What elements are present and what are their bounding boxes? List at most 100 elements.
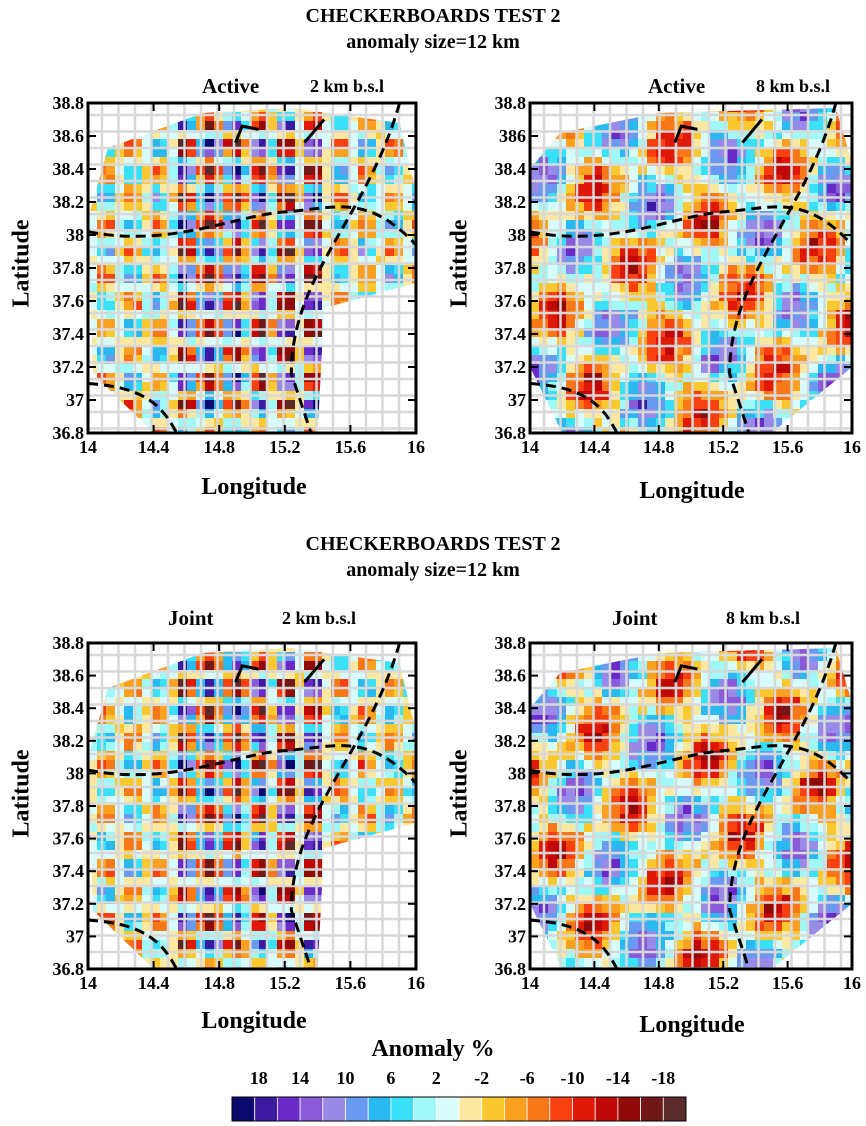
fault-line: [529, 382, 619, 434]
y-tick-label: 37: [508, 390, 526, 410]
anomaly-cell: [845, 265, 852, 275]
anomaly-cell: [241, 364, 251, 374]
anomaly-cell: [169, 868, 179, 878]
anomaly-cell: [322, 256, 332, 266]
anomaly-cell: [692, 652, 702, 662]
anomaly-cell: [809, 139, 819, 149]
anomaly-cell: [106, 868, 116, 878]
x-axis-label-2: Longitude: [639, 478, 745, 504]
anomaly-cell: [611, 724, 621, 734]
anomaly-cell: [701, 805, 711, 815]
anomaly-cell: [160, 337, 170, 347]
anomaly-cell: [548, 112, 558, 122]
x-tick-label: 14.8: [203, 973, 235, 993]
anomaly-cell: [827, 130, 837, 140]
anomaly-cell: [376, 823, 386, 833]
anomaly-cell: [322, 940, 332, 950]
anomaly-cell: [169, 337, 179, 347]
anomaly-cell: [160, 751, 170, 761]
anomaly-cell: [566, 706, 576, 716]
anomaly-cell: [349, 805, 359, 815]
anomaly-cell: [692, 382, 702, 392]
anomaly-cell: [809, 283, 819, 293]
anomaly-cell: [683, 283, 693, 293]
anomaly-cell: [241, 922, 251, 932]
anomaly-cell: [322, 310, 332, 320]
anomaly-cell: [331, 229, 341, 239]
anomaly-cell: [530, 886, 540, 896]
anomaly-cell: [178, 940, 188, 950]
anomaly-cell: [800, 400, 810, 410]
anomaly-cell: [602, 868, 612, 878]
x-tick-label: 14.8: [643, 437, 675, 457]
anomaly-cell: [764, 211, 774, 221]
anomaly-cell: [277, 958, 287, 968]
anomaly-cell: [719, 211, 729, 221]
anomaly-cell: [205, 796, 215, 806]
anomaly-cell: [367, 130, 377, 140]
anomaly-cell: [575, 328, 585, 338]
anomaly-cell: [719, 319, 729, 329]
anomaly-cell: [674, 886, 684, 896]
anomaly-cell: [205, 184, 215, 194]
anomaly-cell: [142, 949, 152, 959]
anomaly-cell: [746, 418, 756, 428]
anomaly-cell: [376, 958, 386, 968]
anomaly-cell: [277, 346, 287, 356]
anomaly-cell: [710, 130, 720, 140]
anomaly-cell: [674, 859, 684, 869]
anomaly-cell: [178, 886, 188, 896]
anomaly-cell: [268, 688, 278, 698]
anomaly-cell: [133, 355, 143, 365]
anomaly-cell: [385, 409, 395, 419]
anomaly-cell: [674, 166, 684, 176]
anomaly-cell: [277, 778, 287, 788]
anomaly-cell: [593, 886, 603, 896]
anomaly-cell: [286, 382, 296, 392]
anomaly-cell: [701, 850, 711, 860]
anomaly-cell: [719, 157, 729, 167]
anomaly-cell: [566, 121, 576, 131]
anomaly-cell: [142, 724, 152, 734]
anomaly-cell: [340, 364, 350, 374]
anomaly-cell: [566, 409, 576, 419]
anomaly-cell: [322, 850, 332, 860]
anomaly-cell: [142, 400, 152, 410]
anomaly-cell: [800, 148, 810, 158]
anomaly-cell: [178, 121, 188, 131]
anomaly-cell: [620, 229, 630, 239]
anomaly-cell: [385, 220, 395, 230]
anomaly-cell: [169, 121, 179, 131]
anomaly-cell: [133, 409, 143, 419]
anomaly-cell: [548, 760, 558, 770]
anomaly-cell: [629, 805, 639, 815]
anomaly-cell: [719, 823, 729, 833]
anomaly-cell: [728, 364, 738, 374]
anomaly-cell: [566, 652, 576, 662]
anomaly-cell: [674, 409, 684, 419]
anomaly-cell: [205, 247, 215, 257]
anomaly-cell: [584, 346, 594, 356]
anomaly-cell: [205, 706, 215, 716]
anomaly-cell: [710, 841, 720, 851]
anomaly-cell: [548, 949, 558, 959]
anomaly-cell: [349, 778, 359, 788]
anomaly-cell: [250, 724, 260, 734]
anomaly-cell: [800, 382, 810, 392]
anomaly-cell: [223, 724, 233, 734]
anomaly-cell: [629, 850, 639, 860]
anomaly-cell: [800, 202, 810, 212]
anomaly-cell: [611, 256, 621, 266]
anomaly-cell: [845, 166, 852, 176]
anomaly-cell: [620, 364, 630, 374]
anomaly-cell: [367, 778, 377, 788]
anomaly-cell: [629, 256, 639, 266]
anomaly-cell: [187, 895, 197, 905]
anomaly-cell: [800, 301, 810, 311]
anomaly-cell: [385, 760, 395, 770]
anomaly-cell: [530, 877, 540, 887]
anomaly-cell: [304, 904, 314, 914]
anomaly-cell: [719, 238, 729, 248]
anomaly-cell: [665, 220, 675, 230]
anomaly-cell: [593, 202, 603, 212]
